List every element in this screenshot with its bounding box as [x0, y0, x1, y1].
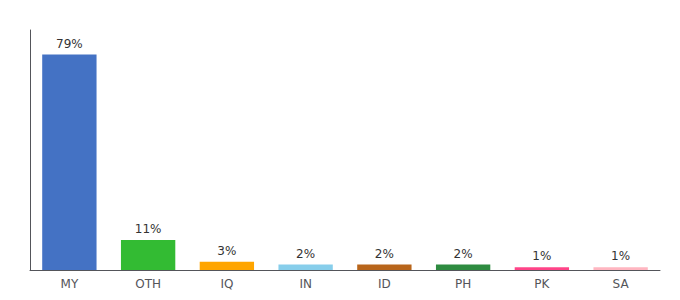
svg-text:OTH: OTH — [135, 277, 161, 291]
svg-text:ID: ID — [378, 277, 391, 291]
svg-text:11%: 11% — [135, 222, 162, 236]
svg-text:MY: MY — [61, 277, 79, 291]
svg-text:1%: 1% — [611, 249, 630, 263]
svg-text:SA: SA — [613, 277, 630, 291]
svg-text:1%: 1% — [532, 249, 551, 263]
svg-text:3%: 3% — [217, 244, 236, 258]
svg-text:79%: 79% — [56, 37, 83, 51]
svg-text:PH: PH — [455, 277, 471, 291]
svg-text:IQ: IQ — [220, 277, 233, 291]
svg-text:IN: IN — [299, 277, 312, 291]
svg-text:2%: 2% — [454, 247, 473, 261]
svg-text:2%: 2% — [375, 247, 394, 261]
svg-text:PK: PK — [534, 277, 550, 291]
svg-text:2%: 2% — [296, 247, 315, 261]
